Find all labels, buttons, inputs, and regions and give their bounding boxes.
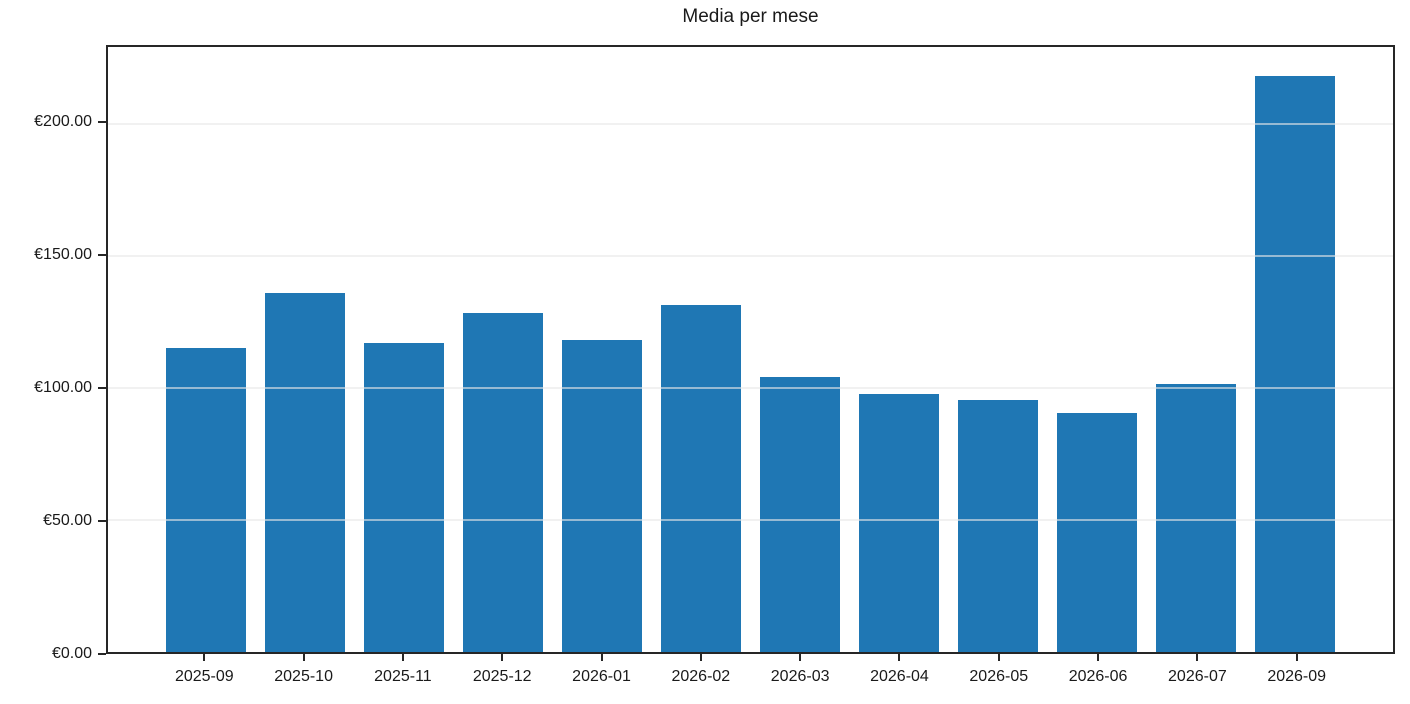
y-tick-mark-100 [98,387,106,390]
bar-2025-11 [364,342,444,652]
x-tick-mark-2025-10 [302,654,305,661]
x-tick-label-2026-05: 2026-05 [969,668,1029,685]
y-tick-label-200: €200.00 [34,113,92,131]
chart-title: Media per mese [682,6,819,27]
y-tick-label-100: €100.00 [34,379,92,397]
x-tick-label-2025-10: 2025-10 [274,668,333,685]
y-tick-mark-50 [98,520,106,523]
bar-2026-05 [958,399,1038,652]
y-tick-mark-150 [98,254,106,257]
x-tick-label-2026-01: 2026-01 [572,668,631,685]
plot-area [106,45,1395,654]
bar-2025-09 [166,348,246,652]
gridline-200 [108,123,1393,125]
y-tick-label-50: €50.00 [43,512,92,530]
x-tick-mark-2026-04 [898,654,901,661]
y-tick-mark-200 [98,121,106,124]
bar-2026-06 [1057,412,1137,652]
y-tick-mark-0 [98,653,106,655]
bar-2026-01 [562,340,642,652]
bar-2026-09 [1255,76,1335,652]
x-tick-mark-2025-09 [203,654,206,661]
bar-2026-04 [859,394,939,652]
y-tick-label-150: €150.00 [34,246,92,264]
x-tick-mark-2026-06 [1097,654,1100,661]
x-tick-label-2026-03: 2026-03 [770,668,830,685]
bar-2025-12 [463,312,543,652]
x-tick-mark-2025-11 [401,654,404,661]
x-tick-mark-2026-02 [699,654,702,661]
bar-2026-07 [1156,383,1236,652]
x-tick-label-2026-09: 2026-09 [1267,668,1327,685]
bar-2026-02 [661,304,741,652]
x-tick-mark-2026-09 [1295,654,1298,661]
x-tick-label-2026-02: 2026-02 [671,668,731,685]
x-tick-mark-2026-03 [799,654,802,661]
gridline-150 [108,255,1393,257]
x-tick-label-2026-07: 2026-07 [1168,668,1227,685]
x-tick-label-2026-04: 2026-04 [870,668,929,685]
x-tick-label-2025-09: 2025-09 [174,668,234,685]
y-tick-label-0: €0.00 [51,645,92,662]
x-tick-mark-2025-12 [501,654,504,661]
x-tick-label-2025-11: 2025-11 [374,668,432,685]
bar-2025-10 [265,292,345,652]
x-tick-label-2026-06: 2026-06 [1068,668,1128,685]
x-tick-mark-2026-05 [997,654,1000,661]
x-tick-mark-2026-01 [600,654,603,661]
bar-2026-03 [760,377,840,652]
x-tick-label-2025-12: 2025-12 [472,668,532,685]
x-tick-mark-2026-07 [1196,654,1199,661]
